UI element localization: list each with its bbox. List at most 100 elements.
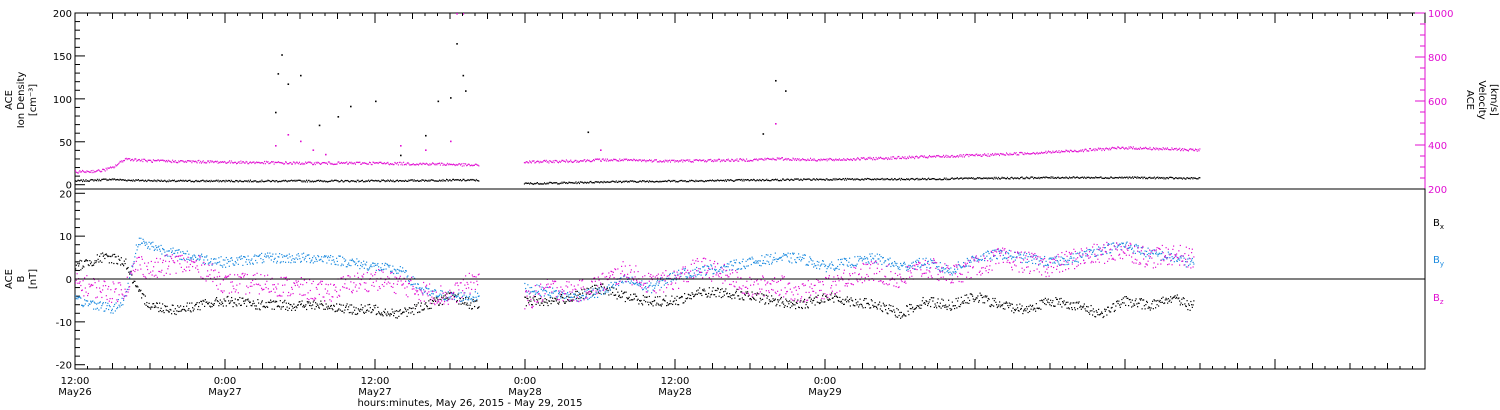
velocity-point: [178, 160, 180, 162]
density-point: [971, 177, 972, 179]
density-point: [240, 180, 242, 182]
velocity-point: [674, 161, 676, 163]
density-point: [667, 180, 669, 182]
bx-point: [1015, 308, 1017, 310]
velocity-point: [933, 155, 935, 157]
by-point: [640, 284, 642, 286]
velocity-point: [313, 162, 315, 164]
density-point: [1080, 176, 1082, 179]
velocity-point: [198, 159, 200, 162]
by-point: [463, 294, 465, 296]
density-point: [905, 178, 907, 181]
velocity-point: [563, 160, 565, 162]
density-point: [537, 183, 539, 185]
velocity-point: [1048, 151, 1050, 153]
bx-point: [773, 299, 775, 302]
density-point: [761, 178, 763, 181]
by-point: [438, 294, 440, 297]
velocity-point: [236, 162, 237, 165]
bx-point: [1185, 305, 1187, 308]
bx-point: [806, 301, 808, 304]
density-point: [356, 179, 358, 182]
by-point: [334, 263, 336, 265]
density-point: [621, 181, 622, 184]
density-point: [96, 178, 98, 181]
by-point: [549, 295, 551, 297]
velocity-point: [1095, 148, 1097, 150]
density-point: [684, 180, 685, 182]
by-point: [117, 306, 119, 309]
by-point: [294, 258, 296, 260]
density-point: [138, 179, 139, 181]
bx-point: [434, 299, 436, 301]
bx-point: [934, 303, 936, 305]
density-point: [744, 179, 746, 181]
velocity-point: [1017, 153, 1019, 156]
by-point: [843, 257, 845, 260]
density-point: [571, 181, 573, 184]
bx-point: [1119, 306, 1121, 308]
velocity-point: [1159, 147, 1161, 150]
density-point: [300, 180, 302, 182]
by-point: [747, 265, 749, 267]
by-point: [834, 268, 836, 270]
velocity-point: [851, 159, 853, 161]
velocity-point: [832, 158, 834, 161]
bx-point: [969, 299, 971, 302]
density-point: [780, 179, 782, 181]
by-point: [844, 258, 846, 260]
by-point: [633, 282, 635, 285]
bx-point: [537, 302, 539, 304]
bx-point: [628, 296, 630, 298]
bx-point: [918, 305, 920, 307]
velocity-point: [762, 159, 764, 161]
velocity-point: [811, 158, 813, 161]
by-point: [102, 302, 104, 304]
density-point: [389, 180, 391, 183]
by-point: [621, 280, 623, 282]
by-point: [389, 264, 391, 267]
bx-point: [393, 315, 395, 317]
bx-point: [303, 304, 305, 306]
bx-point: [876, 306, 878, 308]
density-point: [359, 180, 361, 182]
velocity-point: [839, 159, 841, 161]
bx-point: [105, 253, 107, 255]
density-axis-title-line3: [cm⁻³]: [28, 84, 39, 116]
density-point: [826, 178, 828, 180]
density-point: [635, 180, 636, 183]
density-point: [935, 178, 937, 181]
bx-point: [1107, 306, 1109, 308]
velocity-point: [244, 162, 246, 164]
velocity-point: [330, 163, 332, 165]
density-point: [411, 179, 412, 181]
by-point: [183, 259, 185, 261]
by-point: [594, 296, 596, 299]
density-point: [666, 180, 668, 183]
bx-point: [586, 287, 588, 289]
by-point: [357, 261, 359, 263]
velocity-point: [290, 161, 292, 164]
velocity-point: [812, 159, 814, 161]
density-point: [365, 180, 367, 182]
velocity-point: [138, 159, 139, 161]
by-point: [148, 241, 150, 243]
velocity-point: [460, 164, 461, 166]
by-point: [447, 299, 449, 301]
bx-point: [143, 294, 145, 296]
velocity-point: [570, 159, 572, 161]
by-point: [686, 277, 688, 279]
bx-point: [1028, 305, 1030, 308]
velocity-point: [80, 171, 82, 173]
density-point: [950, 177, 952, 180]
velocity-point: [1192, 148, 1194, 150]
bx-point: [231, 296, 233, 299]
by-point: [562, 292, 564, 295]
density-point: [272, 179, 274, 182]
by-point: [736, 268, 738, 271]
velocity-point: [1032, 152, 1034, 154]
density-point: [1006, 177, 1007, 180]
bx-point: [663, 298, 665, 300]
velocity-point: [730, 160, 732, 162]
density-point: [438, 180, 440, 182]
